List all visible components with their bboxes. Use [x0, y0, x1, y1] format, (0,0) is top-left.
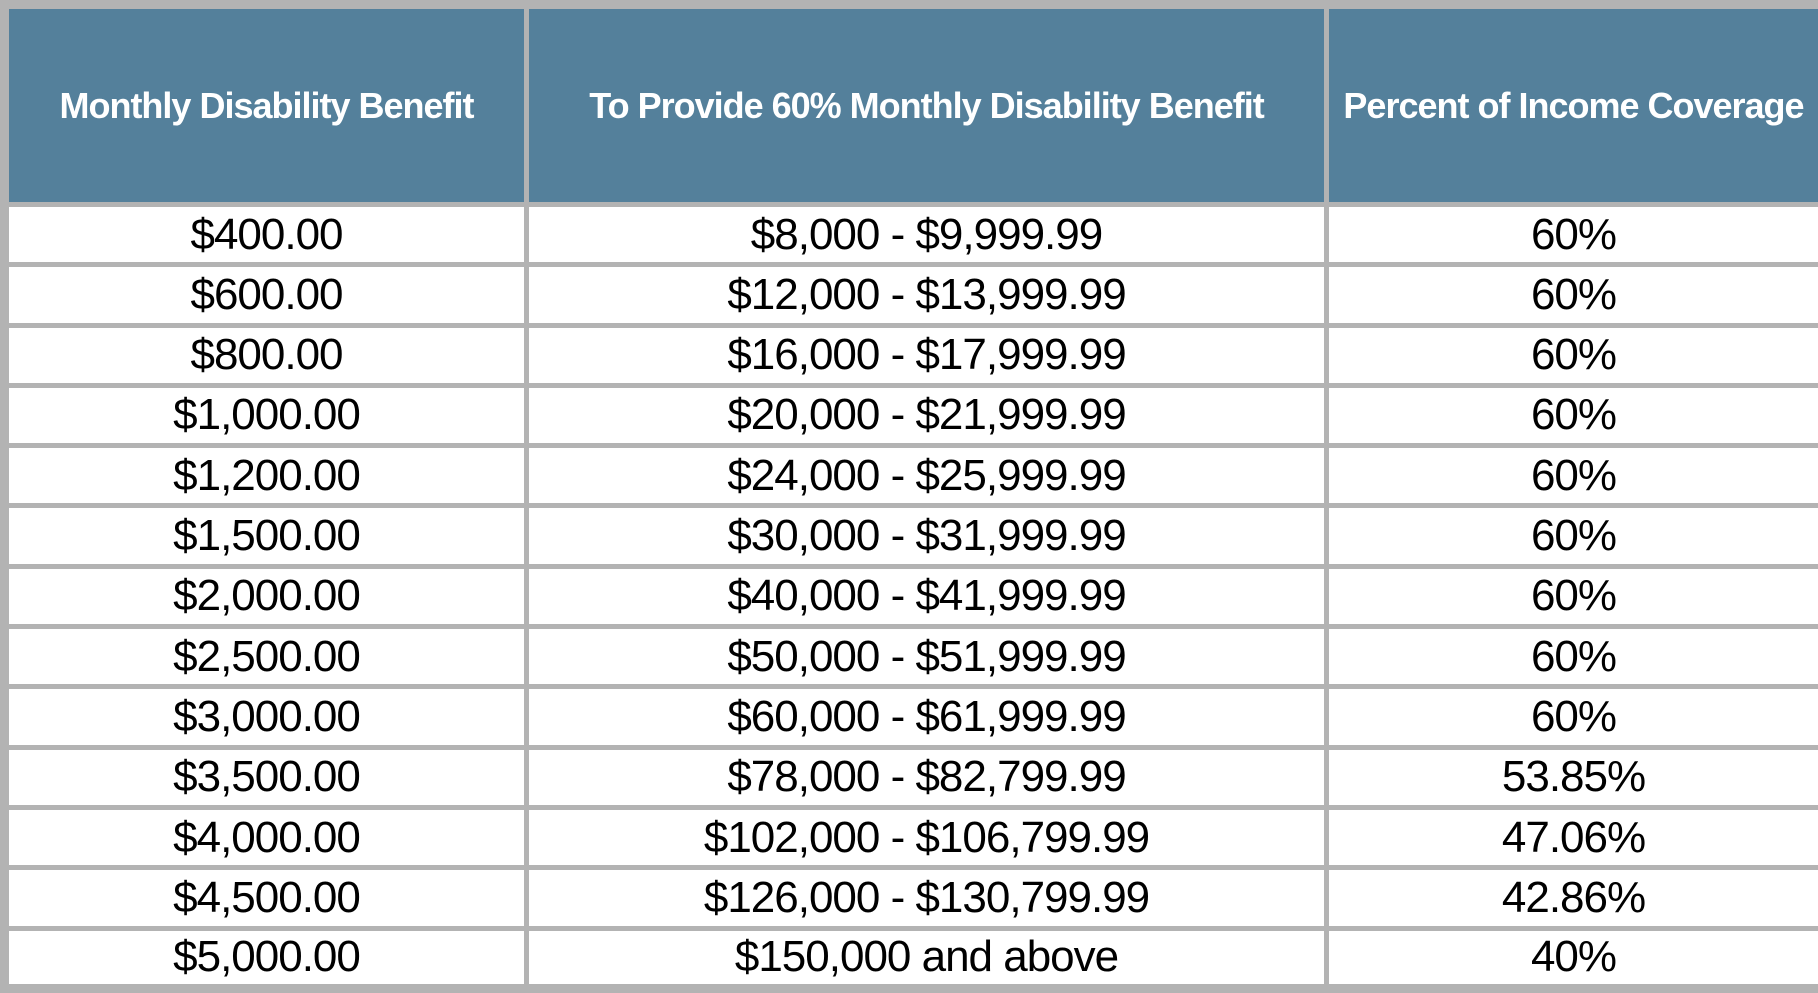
table-row: $3,000.00 $60,000 - $61,999.99 60% [2, 684, 1818, 750]
table-row: $600.00 $12,000 - $13,999.99 60% [2, 262, 1818, 328]
cell-income-range: $60,000 - $61,999.99 [524, 684, 1329, 750]
cell-percent-coverage: 60% [1324, 382, 1818, 449]
cell-percent-coverage: 53.85% [1324, 744, 1818, 810]
cell-percent-coverage: 60% [1324, 443, 1818, 509]
cell-income-range: $78,000 - $82,799.99 [524, 744, 1329, 810]
cell-income-range: $24,000 - $25,999.99 [524, 443, 1329, 509]
table-row: $1,000.00 $20,000 - $21,999.99 60% [2, 382, 1818, 449]
cell-income-range: $20,000 - $21,999.99 [524, 382, 1329, 449]
cell-monthly-benefit: $1,000.00 [2, 382, 529, 449]
cell-income-range: $8,000 - $9,999.99 [524, 201, 1329, 268]
col-header-to-provide-60-percent: To Provide 60% Monthly Disability Benefi… [524, 2, 1329, 207]
cell-monthly-benefit: $400.00 [2, 201, 529, 268]
cell-percent-coverage: 60% [1324, 262, 1818, 328]
cell-income-range: $40,000 - $41,999.99 [524, 563, 1329, 630]
col-header-monthly-disability-benefit: Monthly Disability Benefit [2, 2, 529, 207]
table-row: $1,500.00 $30,000 - $31,999.99 60% [2, 503, 1818, 569]
table-body: $400.00 $8,000 - $9,999.99 60% $600.00 $… [2, 201, 1818, 992]
cell-percent-coverage: 60% [1324, 322, 1818, 388]
cell-monthly-benefit: $3,500.00 [2, 744, 529, 810]
cell-monthly-benefit: $800.00 [2, 322, 529, 388]
table-row: $400.00 $8,000 - $9,999.99 60% [2, 201, 1818, 268]
table-row: $5,000.00 $150,000 and above 40% [2, 925, 1818, 992]
cell-income-range: $16,000 - $17,999.99 [524, 322, 1329, 388]
cell-monthly-benefit: $2,500.00 [2, 624, 529, 690]
cell-monthly-benefit: $1,200.00 [2, 443, 529, 509]
table-row: $2,500.00 $50,000 - $51,999.99 60% [2, 624, 1818, 690]
col-header-percent-of-income-coverage: Percent of Income Coverage [1324, 2, 1818, 207]
cell-percent-coverage: 60% [1324, 503, 1818, 569]
cell-monthly-benefit: $1,500.00 [2, 503, 529, 569]
cell-percent-coverage: 60% [1324, 624, 1818, 690]
cell-income-range: $50,000 - $51,999.99 [524, 624, 1329, 690]
table-header: Monthly Disability Benefit To Provide 60… [2, 2, 1818, 207]
table-row: $3,500.00 $78,000 - $82,799.99 53.85% [2, 744, 1818, 810]
table-row: $800.00 $16,000 - $17,999.99 60% [2, 322, 1818, 388]
table-row: $1,200.00 $24,000 - $25,999.99 60% [2, 443, 1818, 509]
cell-monthly-benefit: $4,000.00 [2, 804, 529, 871]
cell-income-range: $150,000 and above [524, 925, 1329, 992]
header-row: Monthly Disability Benefit To Provide 60… [2, 2, 1818, 207]
cell-income-range: $30,000 - $31,999.99 [524, 503, 1329, 569]
cell-monthly-benefit: $4,500.00 [2, 865, 529, 931]
cell-monthly-benefit: $5,000.00 [2, 925, 529, 992]
cell-income-range: $12,000 - $13,999.99 [524, 262, 1329, 328]
cell-monthly-benefit: $2,000.00 [2, 563, 529, 630]
cell-percent-coverage: 60% [1324, 563, 1818, 630]
cell-percent-coverage: 47.06% [1324, 804, 1818, 871]
cell-percent-coverage: 40% [1324, 925, 1818, 992]
cell-income-range: $102,000 - $106,799.99 [524, 804, 1329, 871]
table-row: $2,000.00 $40,000 - $41,999.99 60% [2, 563, 1818, 630]
table-row: $4,000.00 $102,000 - $106,799.99 47.06% [2, 804, 1818, 871]
cell-monthly-benefit: $600.00 [2, 262, 529, 328]
cell-percent-coverage: 60% [1324, 684, 1818, 750]
table-row: $4,500.00 $126,000 - $130,799.99 42.86% [2, 865, 1818, 931]
cell-monthly-benefit: $3,000.00 [2, 684, 529, 750]
cell-percent-coverage: 60% [1324, 201, 1818, 268]
cell-income-range: $126,000 - $130,799.99 [524, 865, 1329, 931]
cell-percent-coverage: 42.86% [1324, 865, 1818, 931]
